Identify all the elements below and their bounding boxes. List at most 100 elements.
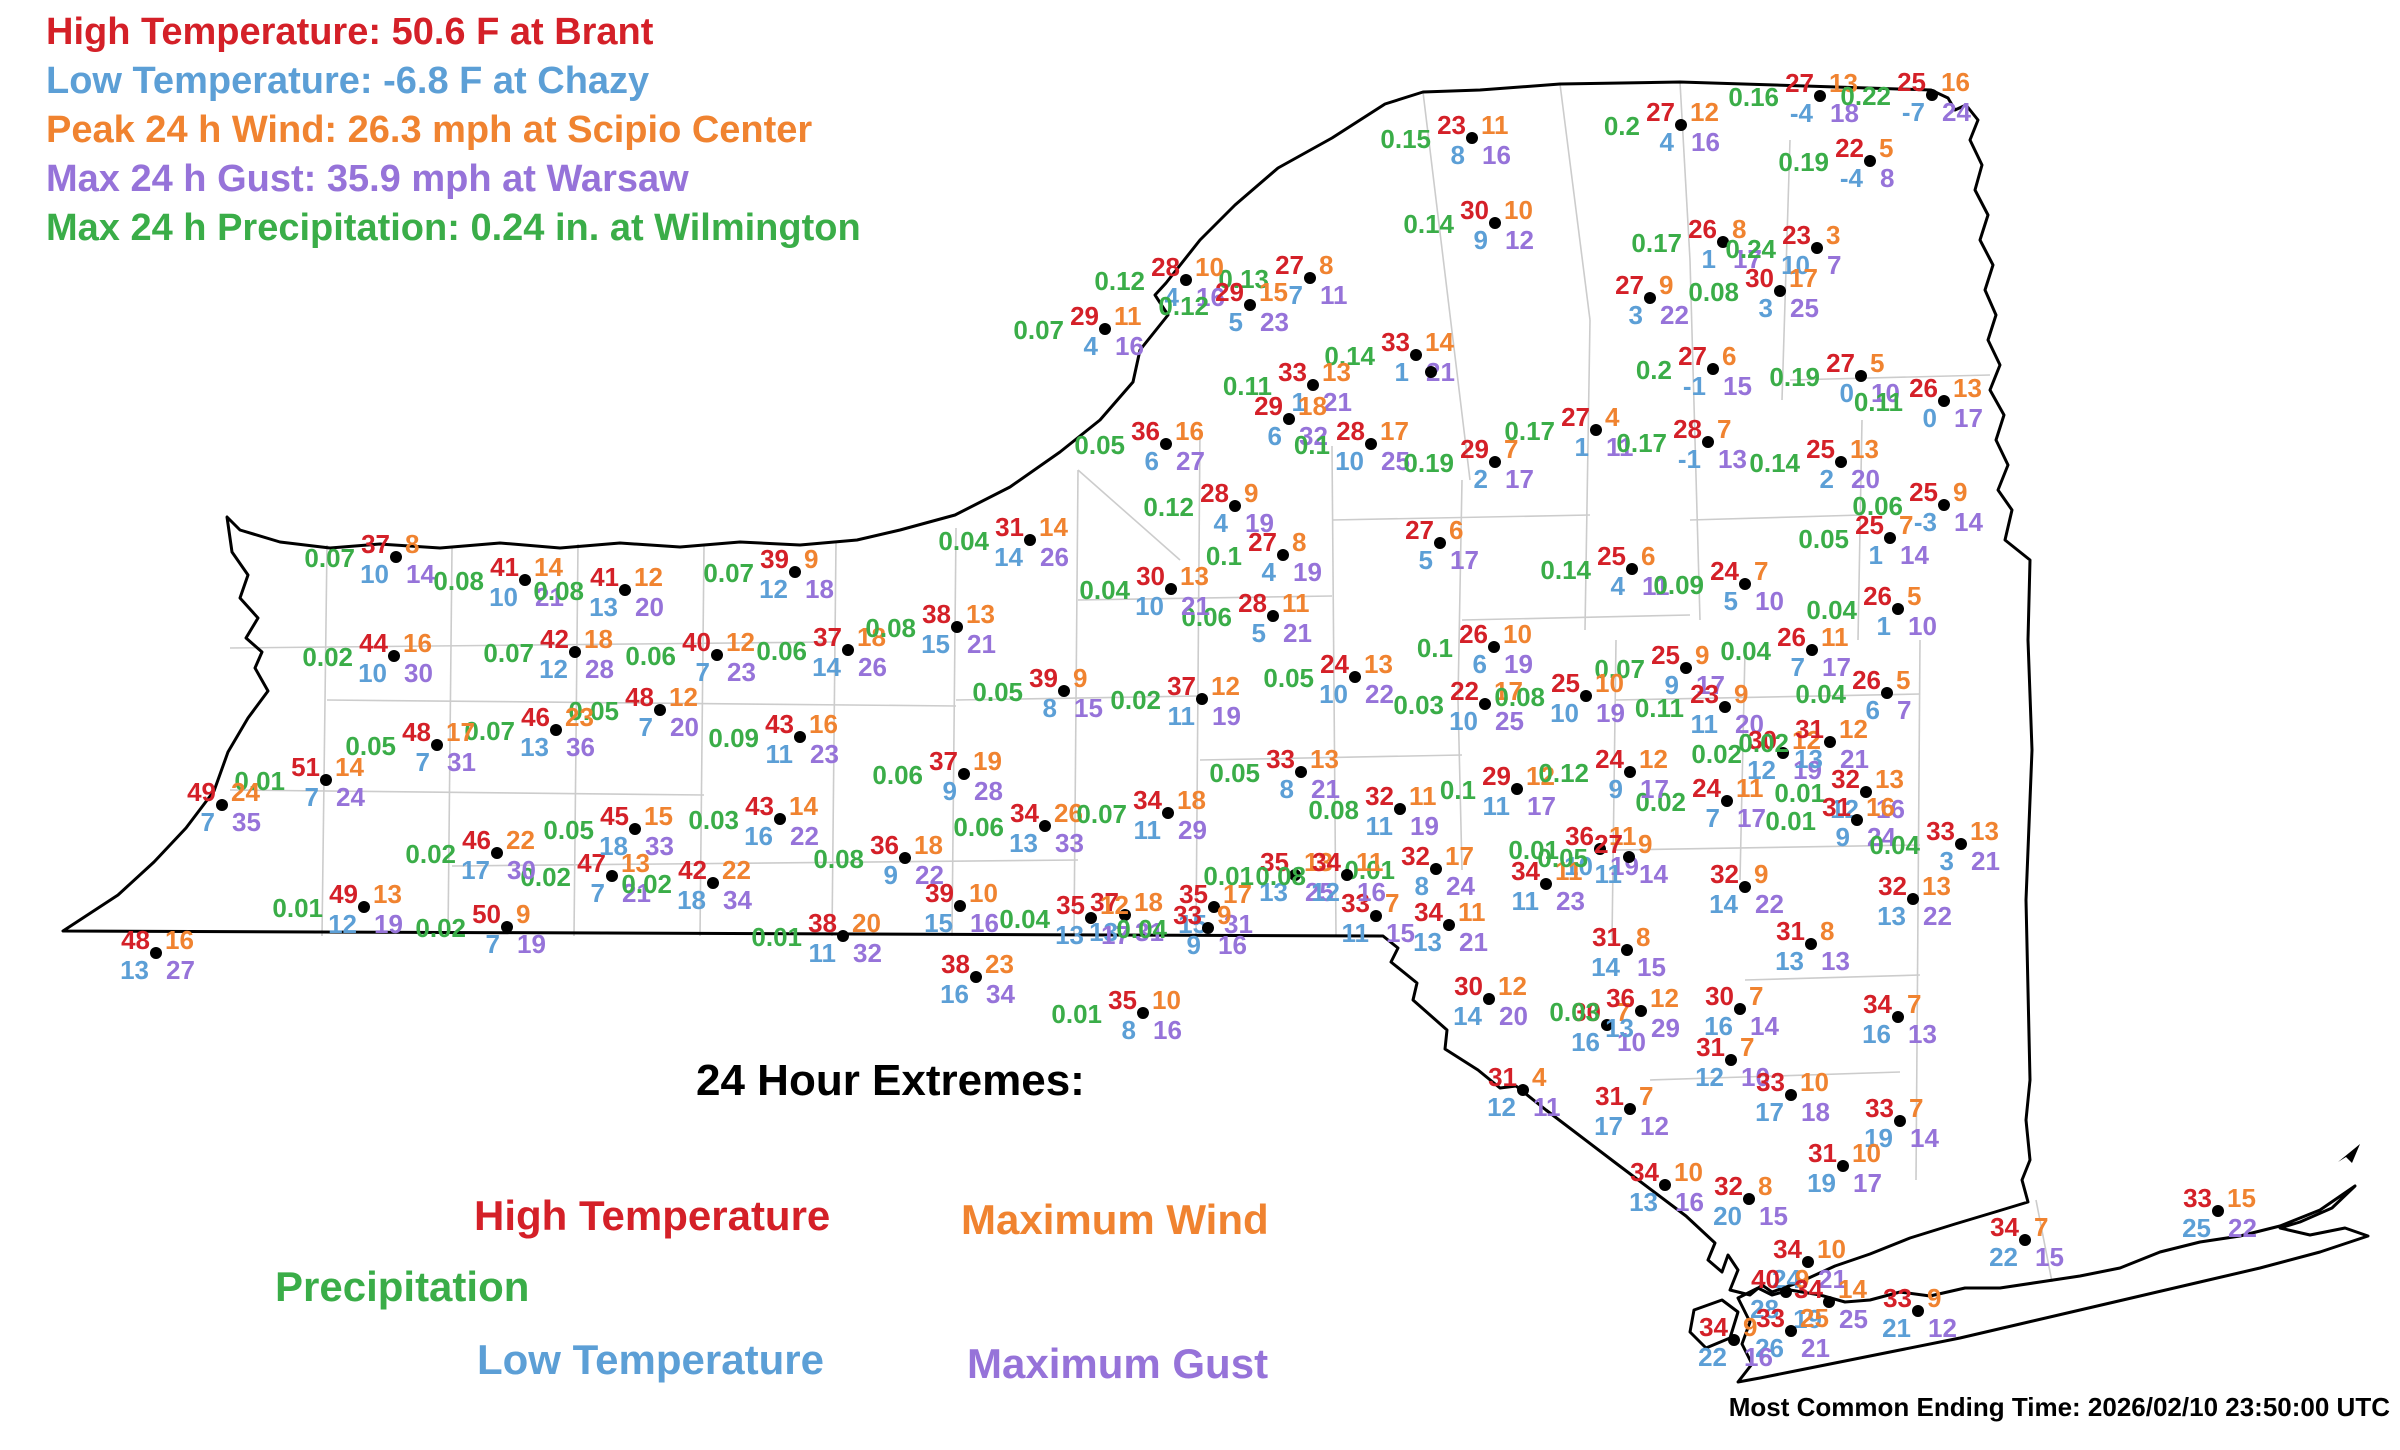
station-max-gust: 17 [1527,791,1556,821]
station-low-temp: 17 [461,855,490,885]
station-dot [1267,610,1279,622]
station-high-temp: 30 [1454,971,1483,1001]
station-max-gust: 17 [1822,652,1851,682]
station-max-wind: 7 [1639,1081,1654,1111]
station-max-gust: 22 [2228,1213,2257,1243]
station-dot [1160,438,1172,450]
station-low-temp: 13 [589,592,618,622]
station-low-temp: 9 [942,776,957,806]
station-high-temp: 26 [1852,665,1881,695]
station-precip: 0.16 [1728,82,1779,112]
station-high-temp: 28 [1336,416,1365,446]
station-max-gust: 13 [1821,946,1850,976]
station-high-temp: 25 [1897,67,1926,97]
station-max-wind: 10 [1504,195,1533,225]
station-precip: 0.01 [1344,855,1395,885]
station-max-wind: 10 [1195,252,1224,282]
station-low-temp: 8 [1450,140,1465,170]
station-low-temp: 17 [1755,1097,1784,1127]
station-dot [1626,563,1638,575]
station-max-gust: 21 [1818,1264,1847,1294]
station-high-temp: 23 [1782,220,1811,250]
station-max-gust: 28 [585,654,614,684]
station-dot [1864,155,1876,167]
station-dot [569,646,581,658]
station-high-temp: 30 [1748,725,1777,755]
station-precip: 0.05 [568,696,619,726]
station-dot [1721,795,1733,807]
station-max-gust: 14 [1900,540,1929,570]
station-high-temp: 44 [359,628,388,658]
station-max-gust: 17 [1737,803,1766,833]
station-max-gust: 23 [727,657,756,687]
station-high-temp: 26 [1459,619,1488,649]
station-max-wind: 7 [1899,510,1914,540]
station-max-wind: 4 [1605,402,1620,432]
station-dot [1884,532,1896,544]
station-high-temp: 46 [521,702,550,732]
station-precip: 0.08 [1688,277,1739,307]
station-high-temp: 31 [1592,922,1621,952]
station-high-temp: 25 [1551,668,1580,698]
station-max-wind: 7 [1616,997,1631,1027]
station-max-wind: 11 [1458,897,1486,927]
station-low-temp: 6 [1865,695,1880,725]
station-low-temp: 14 [1453,1001,1482,1031]
summary-header: High Temperature: 50.6 F at Brant Low Te… [46,8,861,253]
station-max-wind: 8 [1292,527,1307,557]
station-high-temp: 34 [1312,847,1341,877]
station-low-temp: 11 [1167,701,1196,731]
station-max-gust: 34 [723,885,752,915]
station-max-gust: 20 [1735,709,1764,739]
station-low-temp: 11 [808,938,837,968]
station-max-wind: 10 [1800,1067,1829,1097]
station-low-temp: 7 [590,878,605,908]
station-high-temp: 27 [1826,348,1855,378]
station-dot [1926,89,1938,101]
station-max-wind: 14 [335,752,364,782]
station-high-temp: 49 [187,777,216,807]
station-precip: 0.07 [464,716,515,746]
station-low-temp: 19 [1807,1168,1836,1198]
station-high-temp: 32 [1831,764,1860,794]
station-low-temp: 11 [1133,815,1162,845]
station-low-temp: 7 [1790,652,1805,682]
station-dot [794,731,806,743]
station-low-temp: 9 [1608,774,1623,804]
station-low-temp: 8 [1042,693,1057,723]
station-max-gust: 14 [1639,859,1668,889]
station-low-temp: 13 [1775,946,1804,976]
station-max-wind: 23 [565,702,594,732]
station-high-temp: 39 [925,878,954,908]
station-low-temp: 11 [1482,791,1511,821]
station-high-temp: 29 [1254,391,1283,421]
station-dot [1725,1054,1737,1066]
station-precip: 0.01 [234,766,285,796]
station-high-temp: 34 [1133,785,1162,815]
station-dot [1860,786,1872,798]
station-max-wind: 8 [405,529,420,559]
station-max-wind: 17 [446,717,475,747]
station-dot [1540,878,1552,890]
station-dot [1202,922,1214,934]
station-dot [970,971,982,983]
station-max-wind: 4 [1532,1062,1547,1092]
station-max-wind: 10 [969,878,998,908]
station-high-temp: 50 [472,899,501,929]
station-dot [654,704,666,716]
station-low-temp: 13 [520,732,549,762]
station-precip: 0.02 [1738,728,1789,758]
station-max-wind: 15 [2227,1183,2256,1213]
station-max-gust: 16 [1876,794,1905,824]
station-low-temp: 10 [1135,591,1164,621]
station-precip: 0.06 [1852,491,1903,521]
station-dot [1488,641,1500,653]
station-dot [1835,456,1847,468]
station-dot [958,768,970,780]
station-high-temp: 35 [1056,890,1085,920]
station-max-gust: 23 [1260,307,1289,337]
station-high-temp: 37 [929,746,958,776]
station-low-temp: 18 [677,885,706,915]
station-low-temp: 11 [1341,918,1370,948]
station-max-gust: 36 [566,732,595,762]
